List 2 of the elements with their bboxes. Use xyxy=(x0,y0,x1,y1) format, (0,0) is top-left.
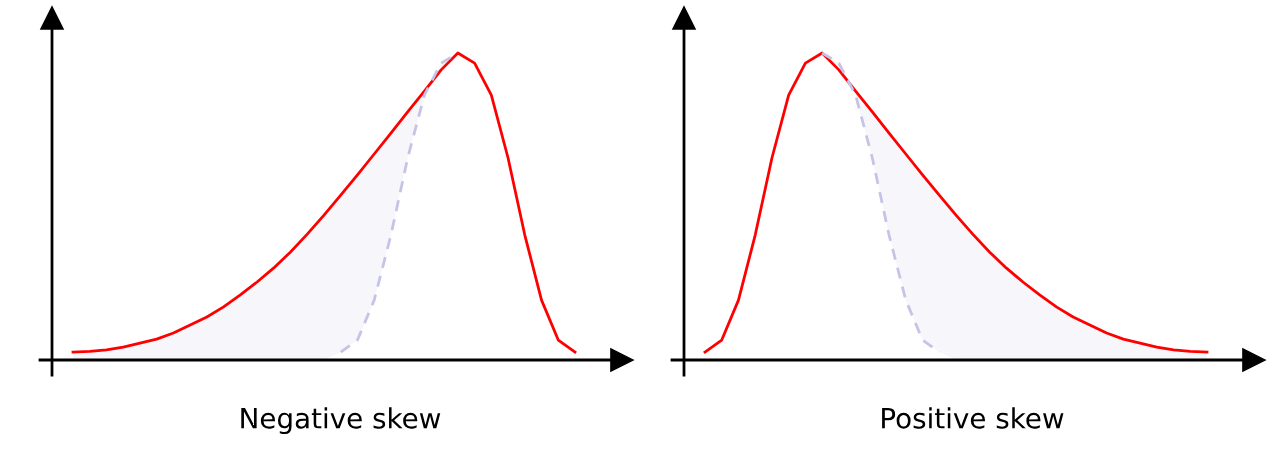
x-axis-title: Negative skew xyxy=(241,407,441,435)
x-axis-title: Positive skew xyxy=(882,407,1064,429)
